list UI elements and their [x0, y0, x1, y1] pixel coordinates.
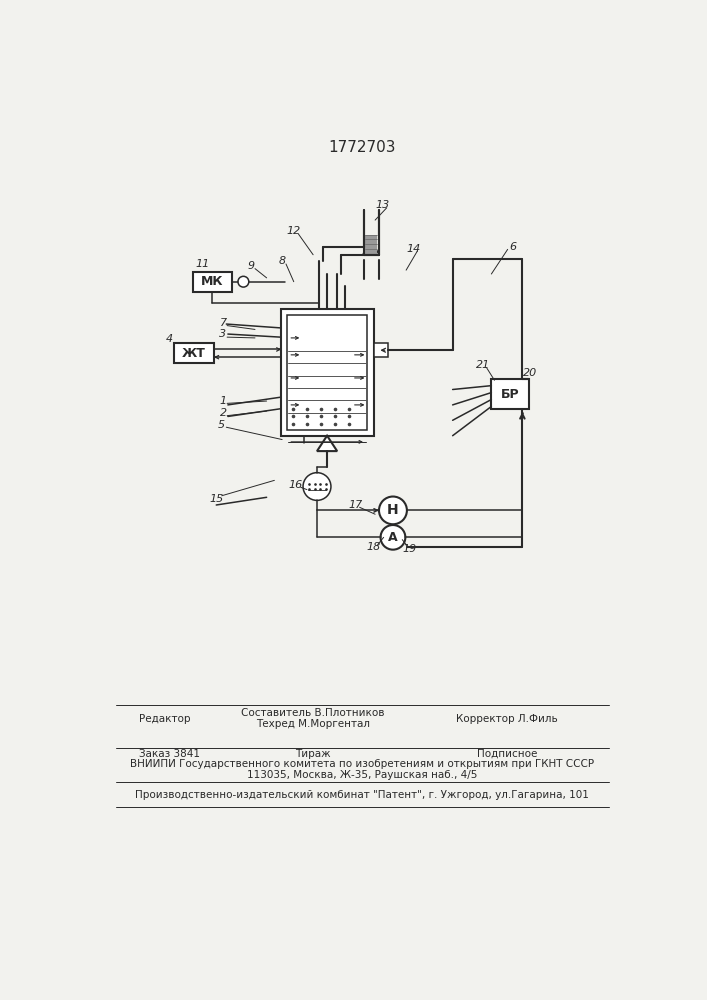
- Text: 5: 5: [218, 420, 226, 430]
- Text: 19: 19: [403, 544, 417, 554]
- Bar: [365, 235, 378, 255]
- Text: 14: 14: [407, 244, 421, 254]
- Text: Техред М.Моргентал: Техред М.Моргентал: [256, 719, 370, 729]
- Text: Составитель В.Плотников: Составитель В.Плотников: [241, 708, 385, 718]
- Circle shape: [379, 497, 407, 524]
- Text: 1772703: 1772703: [328, 140, 396, 155]
- Text: 17: 17: [349, 500, 363, 510]
- Text: 4: 4: [166, 334, 173, 344]
- Text: Подписное: Подписное: [477, 749, 537, 759]
- Text: 3: 3: [219, 329, 226, 339]
- Text: 16: 16: [289, 480, 303, 490]
- Text: 12: 12: [286, 226, 301, 236]
- Text: Н: Н: [387, 503, 399, 517]
- Text: БР: БР: [501, 388, 519, 401]
- Polygon shape: [317, 436, 337, 451]
- Text: 18: 18: [366, 542, 380, 552]
- Circle shape: [380, 525, 405, 550]
- Text: 15: 15: [209, 494, 223, 504]
- Text: Заказ 3841: Заказ 3841: [139, 749, 200, 759]
- Text: 20: 20: [523, 368, 537, 378]
- Text: ЖТ: ЖТ: [182, 347, 206, 360]
- Text: А: А: [388, 531, 398, 544]
- Circle shape: [303, 473, 331, 500]
- Text: 1: 1: [220, 396, 227, 406]
- Text: 11: 11: [196, 259, 210, 269]
- Text: 21: 21: [476, 360, 490, 370]
- Text: 7: 7: [221, 318, 228, 328]
- Text: 9: 9: [247, 261, 255, 271]
- Bar: [373, 343, 387, 357]
- Text: Производственно-издательский комбинат "Патент", г. Ужгород, ул.Гагарина, 101: Производственно-издательский комбинат "П…: [135, 790, 589, 800]
- Text: ВНИИПИ Государственного комитета по изобретениям и открытиям при ГКНТ СССР: ВНИИПИ Государственного комитета по изоб…: [130, 759, 594, 769]
- Bar: [193, 272, 232, 292]
- Text: 8: 8: [279, 256, 286, 266]
- Text: 6: 6: [510, 242, 517, 252]
- Bar: [491, 379, 529, 409]
- Text: 2: 2: [220, 408, 227, 418]
- Bar: [281, 309, 373, 436]
- Bar: [174, 343, 214, 363]
- Text: 113035, Москва, Ж-35, Раушская наб., 4/5: 113035, Москва, Ж-35, Раушская наб., 4/5: [247, 770, 477, 780]
- Text: 13: 13: [375, 200, 390, 210]
- Bar: [287, 315, 368, 430]
- Text: Тираж: Тираж: [296, 749, 331, 759]
- Text: МК: МК: [201, 275, 223, 288]
- Text: Корректор Л.Филь: Корректор Л.Филь: [456, 714, 558, 724]
- Circle shape: [238, 276, 249, 287]
- Text: Редактор: Редактор: [139, 714, 190, 724]
